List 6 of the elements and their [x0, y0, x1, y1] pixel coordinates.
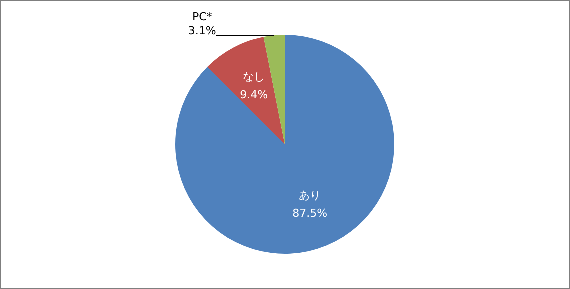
data-label: 3.1% — [188, 24, 216, 38]
slice-label: あり — [299, 189, 322, 202]
slice-label: なし — [243, 70, 266, 84]
slice-label: PC* — [192, 10, 213, 24]
data-label: 9.4% — [240, 88, 268, 102]
data-label: 87.5% — [292, 207, 328, 220]
